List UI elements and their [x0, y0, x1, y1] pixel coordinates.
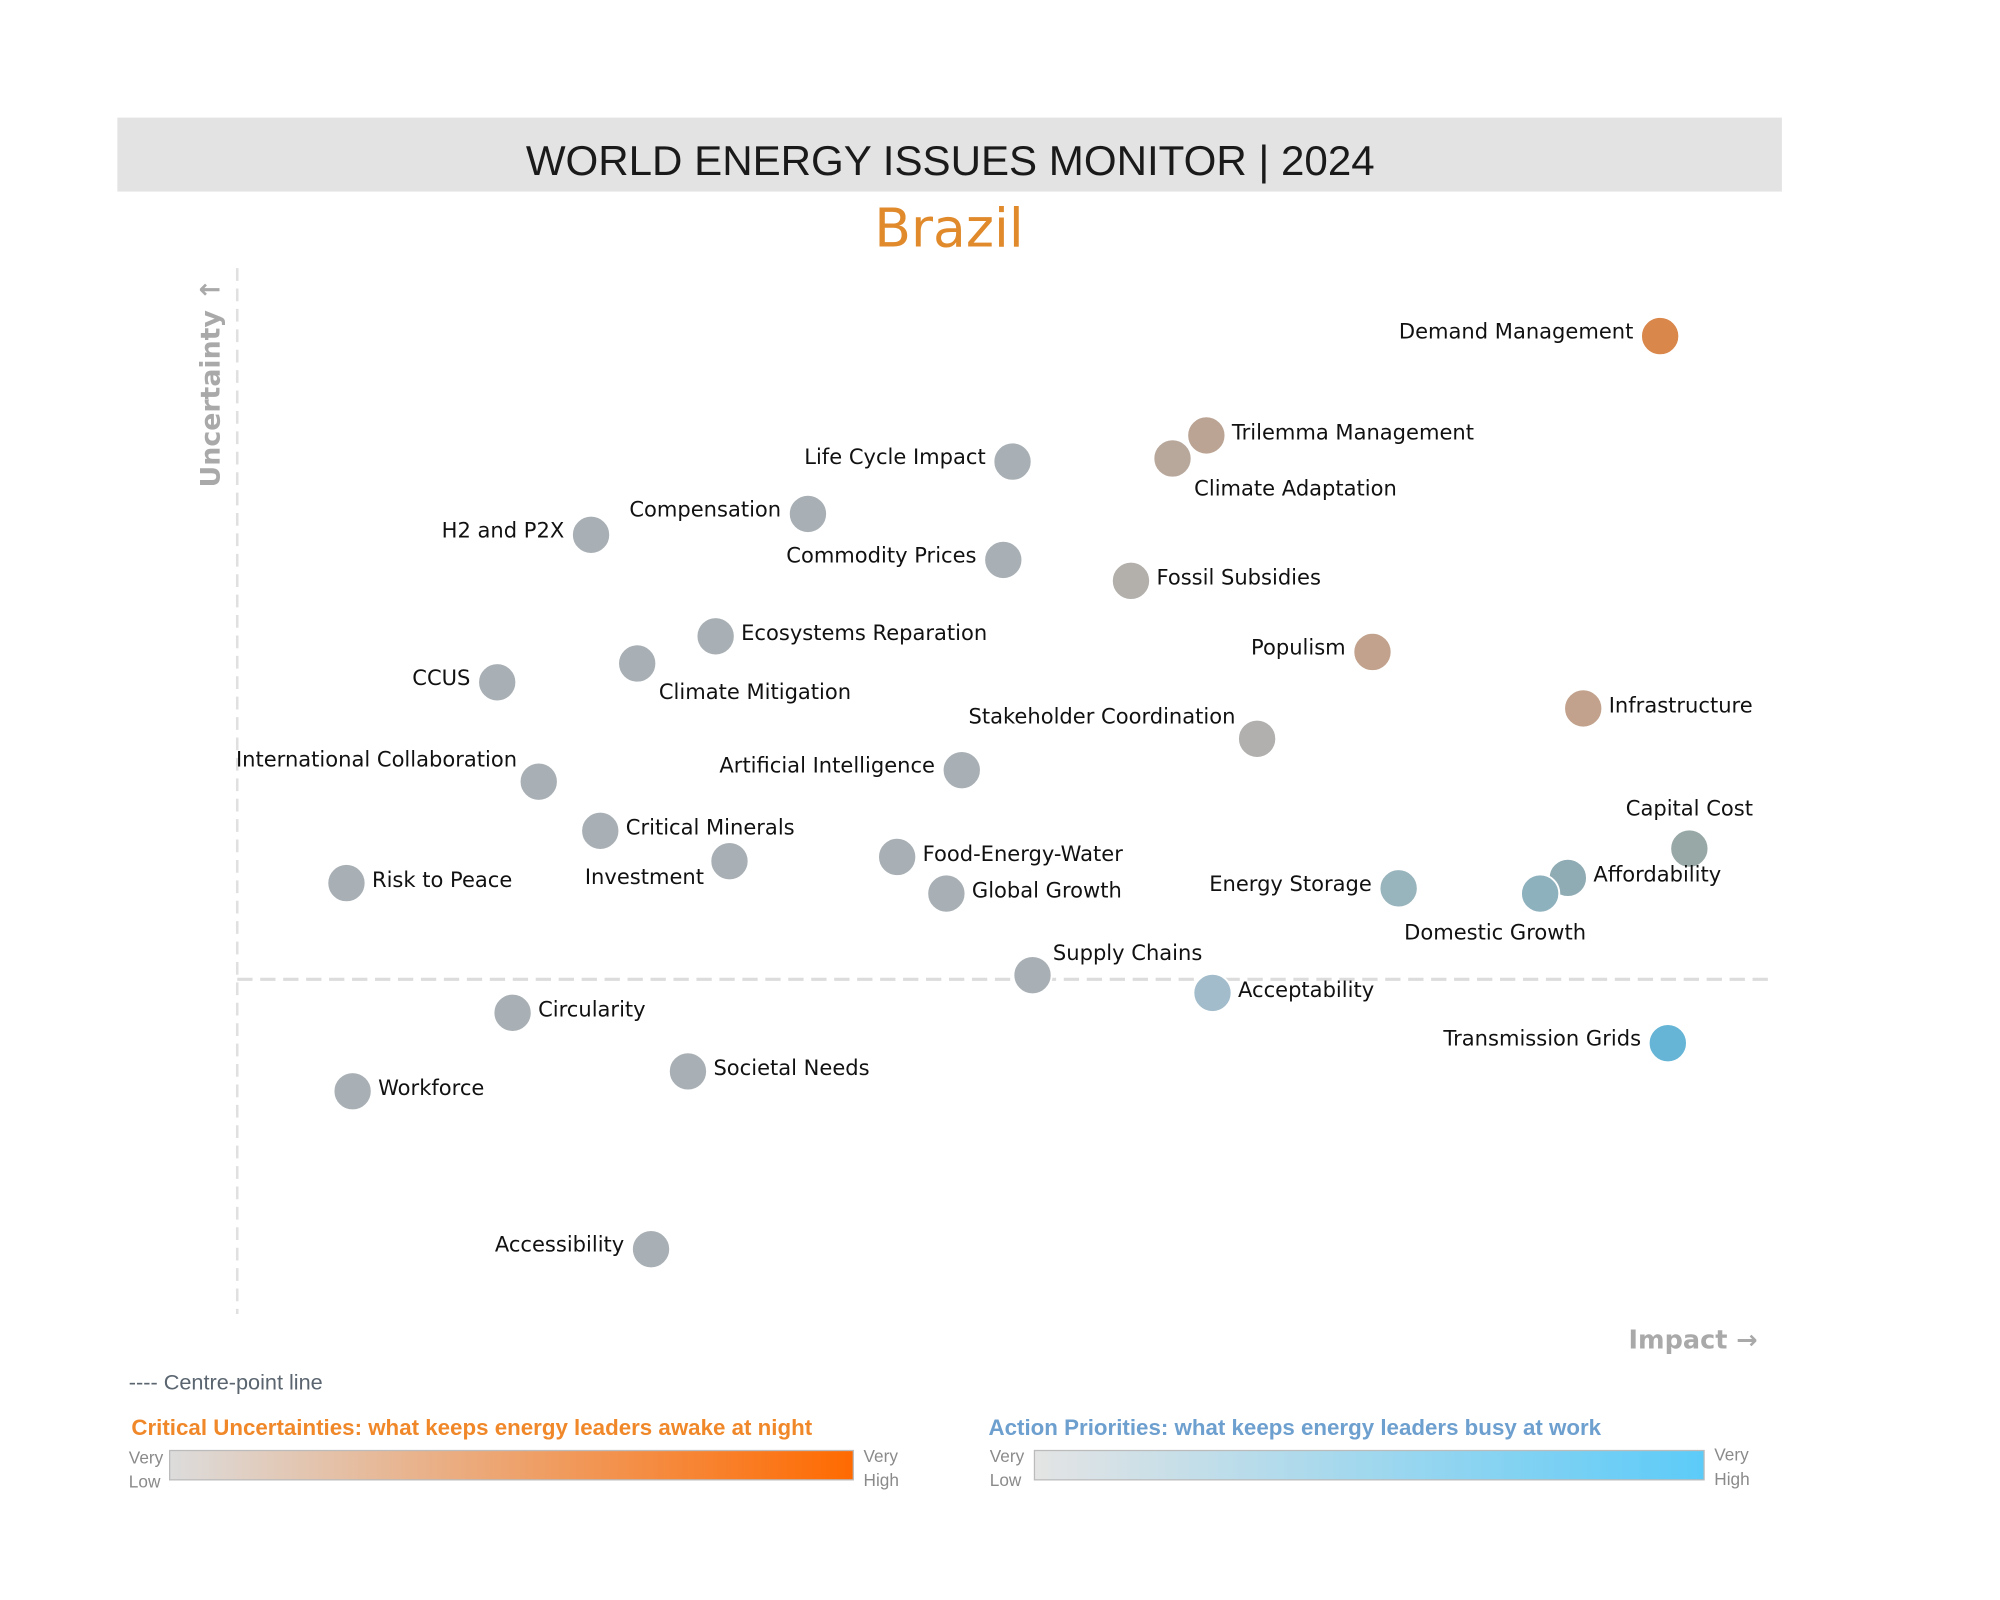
- title-band: [117, 117, 1782, 192]
- country-subtitle: Brazil: [874, 196, 1023, 259]
- uncertainties-high-label-2: High: [864, 1470, 899, 1490]
- uncertainties-low-label-1: Very: [129, 1447, 164, 1467]
- point-food-energy-water[interactable]: [877, 836, 918, 878]
- uncertainties-high-label-1: Very: [864, 1446, 899, 1466]
- priorities-low-label-2: Low: [990, 1470, 1022, 1490]
- point-label-risk-to-peace: Risk to Peace: [372, 867, 512, 892]
- uncertainties-legend-title: Critical Uncertainties: what keeps energ…: [131, 1415, 812, 1440]
- point-label-populism: Populism: [1251, 635, 1346, 660]
- priorities-legend-title: Action Priorities: what keeps energy lea…: [989, 1415, 1602, 1440]
- point-artificial-intelligence[interactable]: [941, 750, 982, 791]
- point-label-trilemma-management: Trilemma Management: [1231, 419, 1474, 444]
- point-label-transmission-grids: Transmission Grids: [1442, 1026, 1641, 1051]
- point-label-stakeholder-coordination: Stakeholder Coordination: [969, 703, 1236, 728]
- point-societal-needs[interactable]: [667, 1051, 709, 1092]
- point-capital-cost[interactable]: [1669, 828, 1710, 869]
- point-label-global-growth: Global Growth: [972, 877, 1122, 902]
- point-infrastructure[interactable]: [1563, 688, 1604, 729]
- point-label-supply-chains: Supply Chains: [1053, 940, 1202, 965]
- point-label-artificial-intelligence: Artificial Intelligence: [719, 753, 935, 778]
- point-label-domestic-growth: Domestic Growth: [1404, 919, 1586, 944]
- point-label-accessibility: Accessibility: [495, 1232, 624, 1257]
- point-label-energy-storage: Energy Storage: [1209, 871, 1372, 896]
- point-label-societal-needs: Societal Needs: [713, 1055, 869, 1080]
- point-h2-and-p2x[interactable]: [570, 514, 612, 555]
- point-label-workforce: Workforce: [378, 1075, 484, 1100]
- point-trilemma-management[interactable]: [1186, 415, 1227, 456]
- point-investment[interactable]: [709, 841, 750, 882]
- point-label-critical-minerals: Critical Minerals: [626, 815, 795, 840]
- priorities-high-label-1: Very: [1714, 1445, 1749, 1465]
- point-populism[interactable]: [1352, 631, 1393, 673]
- point-international-collaboration[interactable]: [518, 761, 559, 802]
- y-axis-label: Uncertainty ↑: [195, 278, 226, 487]
- point-energy-storage[interactable]: [1378, 868, 1419, 909]
- point-label-infrastructure: Infrastructure: [1609, 692, 1753, 717]
- uncertainties-low-label-2: Low: [129, 1471, 161, 1491]
- point-transmission-grids[interactable]: [1647, 1023, 1688, 1064]
- point-label-acceptability: Acceptability: [1238, 977, 1374, 1002]
- priorities-low-label-1: Very: [990, 1446, 1025, 1466]
- point-workforce[interactable]: [332, 1071, 373, 1112]
- priorities-high-label-2: High: [1714, 1469, 1749, 1489]
- point-label-international-collaboration: International Collaboration: [236, 746, 517, 771]
- point-commodity-prices[interactable]: [983, 539, 1024, 581]
- point-climate-mitigation[interactable]: [617, 643, 658, 684]
- point-demand-management[interactable]: [1640, 316, 1681, 357]
- point-label-compensation: Compensation: [629, 496, 781, 521]
- point-life-cycle-impact[interactable]: [992, 441, 1033, 482]
- point-label-fossil-subsidies: Fossil Subsidies: [1156, 565, 1320, 590]
- point-label-affordability: Affordability: [1593, 862, 1721, 887]
- point-domestic-growth[interactable]: [1520, 873, 1561, 914]
- centre-line-legend: ---- Centre-point line: [129, 1369, 323, 1394]
- point-label-demand-management: Demand Management: [1399, 319, 1633, 344]
- point-accessibility[interactable]: [630, 1229, 672, 1270]
- point-label-food-energy-water: Food-Energy-Water: [923, 841, 1124, 866]
- point-label-investment: Investment: [585, 864, 704, 889]
- point-global-growth[interactable]: [926, 873, 967, 914]
- point-label-circularity: Circularity: [538, 997, 646, 1022]
- point-climate-adaptation[interactable]: [1152, 438, 1193, 479]
- point-label-life-cycle-impact: Life Cycle Impact: [804, 444, 986, 469]
- point-ecosystems-reparation[interactable]: [695, 616, 736, 657]
- point-risk-to-peace[interactable]: [326, 863, 367, 904]
- point-ccus[interactable]: [477, 662, 518, 703]
- point-label-capital-cost: Capital Cost: [1626, 795, 1753, 820]
- point-label-climate-mitigation: Climate Mitigation: [659, 679, 851, 704]
- point-stakeholder-coordination[interactable]: [1237, 718, 1278, 759]
- point-label-commodity-prices: Commodity Prices: [786, 542, 976, 567]
- chart-title: WORLD ENERGY ISSUES MONITOR | 2024: [526, 137, 1375, 184]
- priorities-gradient-bar: [1033, 1449, 1705, 1481]
- point-supply-chains[interactable]: [1012, 955, 1053, 996]
- uncertainties-gradient-bar: [169, 1449, 854, 1481]
- point-label-h2-and-p2x: H2 and P2X: [442, 517, 565, 542]
- point-circularity[interactable]: [492, 992, 533, 1033]
- point-critical-minerals[interactable]: [580, 810, 621, 851]
- point-label-ecosystems-reparation: Ecosystems Reparation: [741, 620, 987, 645]
- point-label-ccus: CCUS: [412, 665, 470, 690]
- point-fossil-subsidies[interactable]: [1110, 560, 1152, 601]
- point-acceptability[interactable]: [1192, 972, 1233, 1014]
- point-label-climate-adaptation: Climate Adaptation: [1194, 475, 1397, 500]
- x-axis-label: Impact →: [1629, 1325, 1758, 1355]
- point-compensation[interactable]: [787, 493, 829, 534]
- points-layer: Demand Management Trilemma Management Clim…: [236, 316, 1753, 1270]
